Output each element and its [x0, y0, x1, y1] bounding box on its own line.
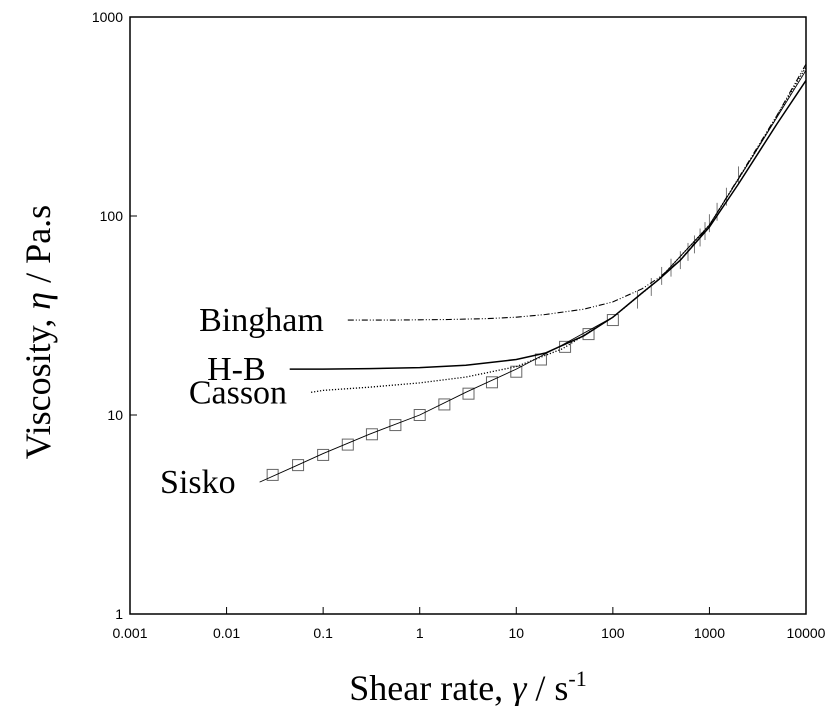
y-tick-label: 1 — [115, 606, 123, 622]
data-point-square — [365, 428, 378, 441]
x-axis-title: Shear rate, γ / s-1 — [349, 666, 586, 706]
x-tick-label: 10 — [508, 625, 524, 641]
series-lines — [259, 63, 807, 483]
data-point-square — [462, 387, 475, 400]
data-point-square — [266, 468, 279, 481]
data-point-square — [413, 409, 426, 421]
error-bars — [637, 166, 739, 309]
data-point-square — [438, 398, 451, 411]
x-tick-label: 10000 — [787, 625, 826, 641]
x-tick-label: 0.001 — [112, 625, 147, 641]
x-tick-label: 0.01 — [213, 625, 240, 641]
x-tick-label: 0.1 — [313, 625, 333, 641]
x-tick-label: 100 — [601, 625, 625, 641]
y-tick-label: 100 — [100, 208, 124, 224]
y-tick-label: 1000 — [92, 9, 123, 25]
x-tick-label: 1 — [416, 625, 424, 641]
series-line-sisko — [259, 70, 807, 483]
data-point-square — [341, 438, 354, 451]
data-point-square — [292, 459, 305, 472]
data-point-square — [510, 365, 523, 378]
data-point-square — [389, 419, 402, 432]
series-label-sisko: Sisko — [160, 464, 236, 501]
data-point-square — [582, 328, 595, 341]
x-axis: 0.001 0.01 0.1 1 10 100 1000 10000 — [112, 607, 826, 641]
y-axis-title: Viscosity, η / Pa.s — [18, 205, 58, 459]
data-point-square — [485, 376, 498, 389]
y-axis: 1 10 100 1000 — [92, 9, 137, 622]
series-label-h-b: H-B — [207, 351, 266, 388]
plot-frame — [129, 16, 807, 615]
series-line-bingham — [347, 63, 807, 321]
y-tick-label: 10 — [107, 407, 123, 423]
series-line-casson — [310, 66, 807, 393]
x-tick-label: 1000 — [694, 625, 725, 641]
series-label-bingham: Bingham — [199, 302, 324, 339]
series-label-casson: Casson — [189, 374, 287, 411]
data-point-square — [317, 448, 330, 461]
series-line-h-b — [289, 79, 807, 370]
